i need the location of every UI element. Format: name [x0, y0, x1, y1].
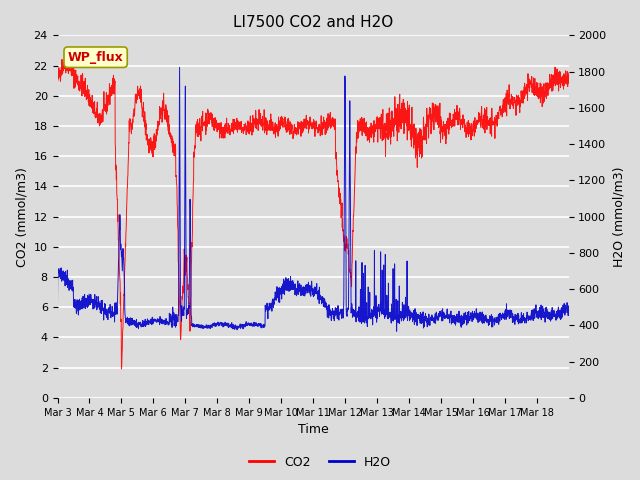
X-axis label: Time: Time: [298, 423, 328, 436]
Y-axis label: CO2 (mmol/m3): CO2 (mmol/m3): [15, 167, 28, 266]
Title: LI7500 CO2 and H2O: LI7500 CO2 and H2O: [233, 15, 393, 30]
Text: WP_flux: WP_flux: [68, 51, 124, 64]
Y-axis label: H2O (mmol/m3): H2O (mmol/m3): [612, 167, 625, 267]
Legend: CO2, H2O: CO2, H2O: [244, 451, 396, 474]
